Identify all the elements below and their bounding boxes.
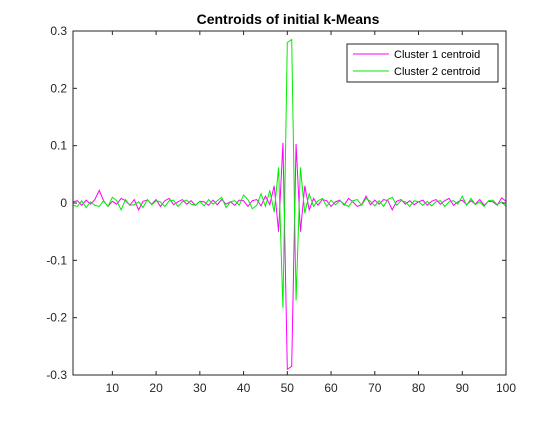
x-tick-label: 60	[324, 381, 338, 395]
x-tick-label: 10	[106, 381, 120, 395]
x-tick-label: 30	[193, 381, 207, 395]
x-tick-label: 70	[368, 381, 382, 395]
y-tick-label: -0.1	[46, 253, 67, 267]
series-line-2	[72, 38, 507, 308]
legend-label-1: Cluster 1 centroid	[394, 49, 480, 61]
y-tick-label: -0.3	[46, 368, 67, 382]
x-tick-label: 80	[412, 381, 426, 395]
y-tick-label: 0.1	[50, 139, 67, 153]
legend-box	[346, 43, 499, 83]
x-tick-label: 40	[237, 381, 251, 395]
y-tick-label: 0	[60, 196, 67, 210]
series-line-1	[72, 142, 507, 371]
plot-frame	[72, 30, 507, 376]
x-axis-ticks: 10 20 30 40 50 60 70 80 90 100	[106, 31, 516, 395]
x-tick-label: 100	[496, 381, 516, 395]
y-tick-label: 0.3	[50, 24, 67, 38]
chart-title: Centroids of initial k-Means	[197, 11, 380, 27]
y-axis-ticks: -0.3 -0.2 -0.1 0 0.1 0.2 0.3	[46, 24, 506, 382]
y-tick-label: -0.2	[46, 311, 67, 325]
x-tick-label: 20	[149, 381, 163, 395]
series-lines	[72, 38, 507, 371]
legend: Cluster 1 centroid Cluster 2 centroid	[346, 43, 499, 83]
x-tick-label: 90	[456, 381, 470, 395]
y-tick-label: 0.2	[50, 81, 67, 95]
x-tick-label: 50	[281, 381, 295, 395]
legend-label-2: Cluster 2 centroid	[394, 66, 480, 78]
